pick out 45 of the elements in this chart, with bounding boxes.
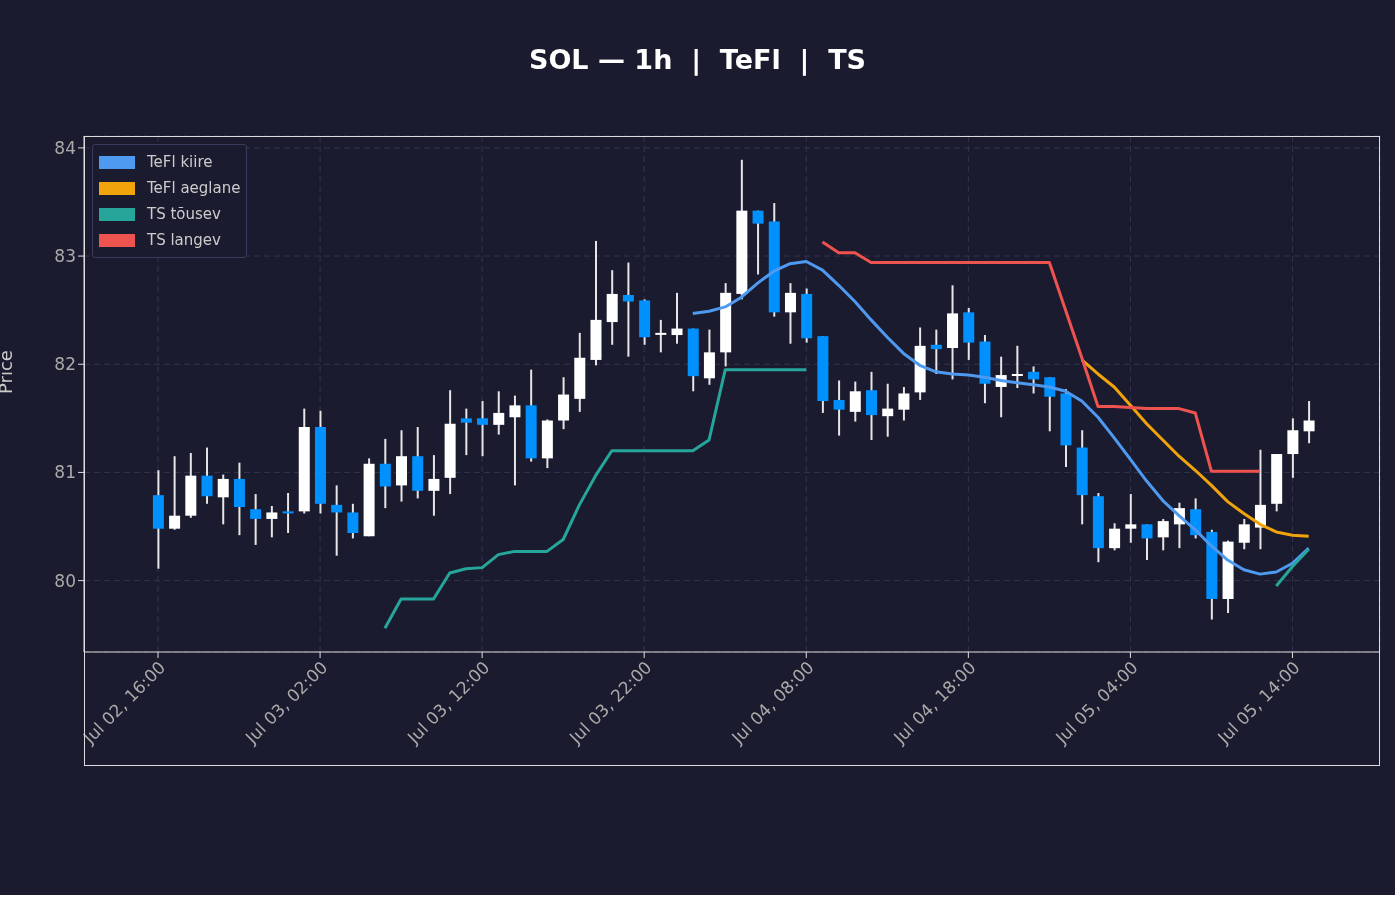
- candlestick: [477, 400, 489, 458]
- candlestick: [250, 493, 262, 546]
- candlestick: [1011, 344, 1023, 390]
- candlestick: [1238, 517, 1250, 551]
- candlestick: [833, 379, 845, 437]
- candlestick: [266, 504, 278, 539]
- candlestick: [1157, 517, 1169, 552]
- candlestick: [671, 291, 683, 345]
- candlestick: [882, 382, 894, 438]
- candlestick: [460, 407, 472, 457]
- candlestick: [347, 502, 359, 540]
- candlestick: [201, 446, 213, 505]
- candlestick: [1109, 522, 1121, 552]
- candlestick: [898, 385, 910, 422]
- candlestick: [752, 209, 764, 276]
- y-tick-label: 83: [54, 246, 76, 267]
- candlestick: [1287, 417, 1299, 479]
- candlestick: [1028, 365, 1040, 395]
- y-tick-label: 82: [54, 354, 76, 375]
- y-tick-label: 84: [54, 137, 76, 158]
- line-series: [691, 259, 1311, 576]
- candlestick: [331, 484, 343, 557]
- candlestick: [622, 261, 634, 358]
- line-series: [820, 240, 1262, 473]
- candlestick: [217, 473, 229, 526]
- candlestick: [655, 318, 667, 354]
- y-tick-label: 80: [54, 570, 76, 591]
- legend-label: TeFl kiire: [146, 152, 214, 173]
- chart-title: SOL — 1h | TeFl | TS: [527, 44, 867, 75]
- candlestick: [509, 394, 521, 487]
- candlestick: [784, 282, 796, 345]
- candlestick: [1303, 400, 1315, 445]
- candlestick: [428, 454, 440, 517]
- candlestick: [1125, 493, 1137, 544]
- candlestick: [1141, 523, 1153, 562]
- candlestick: [493, 390, 505, 436]
- legend-label: TeFl aeglane: [146, 178, 241, 199]
- legend-label: TS tõusev: [146, 204, 222, 225]
- legend-label: TS langev: [146, 230, 222, 251]
- y-tick-label: 81: [54, 462, 76, 483]
- candlestick: [282, 491, 294, 535]
- candlestick: [379, 437, 391, 510]
- candlestick: [169, 455, 181, 531]
- candlestick: [849, 380, 861, 423]
- candlestick: [930, 328, 942, 375]
